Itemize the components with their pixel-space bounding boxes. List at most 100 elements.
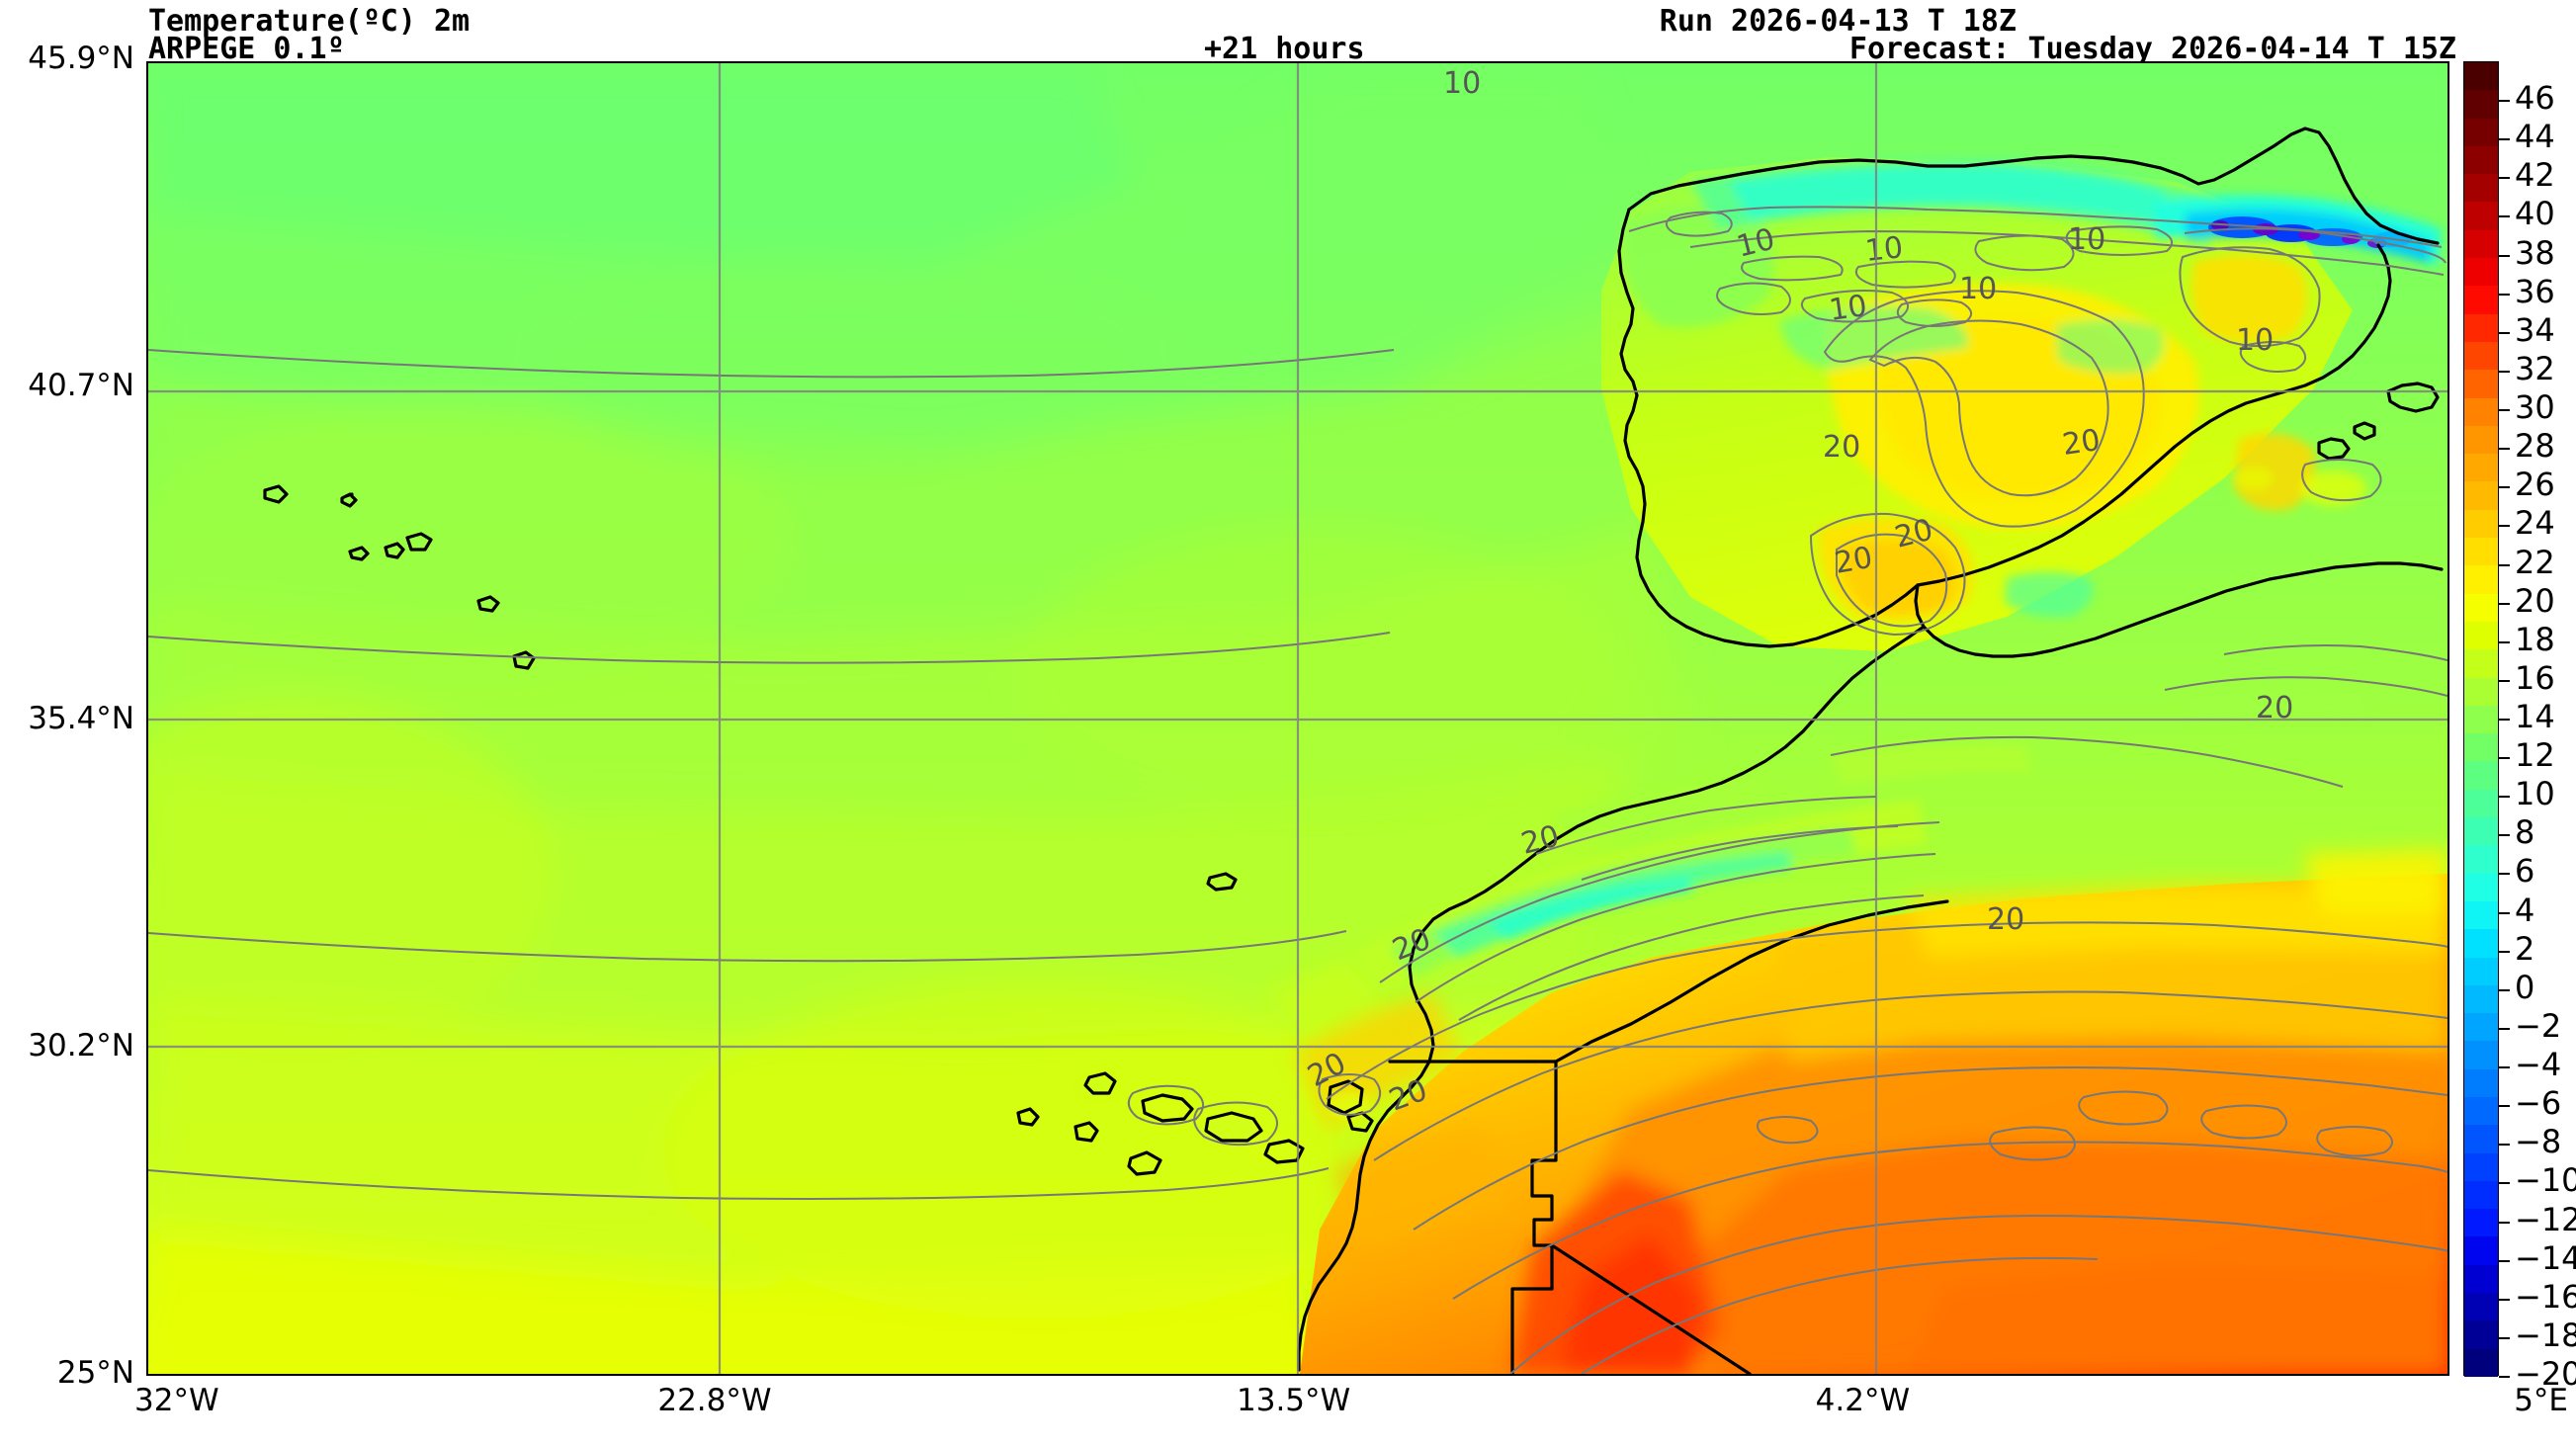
colorbar-tick-label: 36 <box>2515 272 2555 310</box>
colorbar-tick-label: −10 <box>2515 1161 2576 1200</box>
colorbar-tick-label: 8 <box>2515 813 2535 852</box>
colorbar-segment <box>2464 1236 2498 1265</box>
map-title: Temperature(ºC) 2m <box>148 4 471 39</box>
colorbar-tick-label: −12 <box>2515 1200 2576 1238</box>
colorbar-tick <box>2499 293 2510 296</box>
colorbar-tick-label: 46 <box>2515 79 2555 118</box>
x-axis-tick-label: 4.2°W <box>1815 1383 1911 1418</box>
colorbar-tick <box>2499 1182 2510 1185</box>
contour-label: 10 <box>1863 230 1905 269</box>
contour-label: 10 <box>1959 272 1997 306</box>
y-axis-tick-label: 30.2°N <box>28 1028 134 1064</box>
x-axis-tick-label: 13.5°W <box>1237 1383 1351 1418</box>
isotherm-contours <box>148 206 2447 1374</box>
colorbar-tick-label: 28 <box>2515 427 2555 466</box>
colorbar-tick <box>2499 1336 2510 1339</box>
colorbar-segment <box>2464 1068 2498 1097</box>
colorbar-tick <box>2499 138 2510 141</box>
colorbar-tick <box>2499 1298 2510 1301</box>
colorbar-tick-label: −16 <box>2515 1277 2576 1316</box>
colorbar-segment <box>2464 258 2498 287</box>
colorbar-tick-label: 38 <box>2515 233 2555 272</box>
colorbar-segment <box>2464 229 2498 259</box>
colorbar-tick <box>2499 254 2510 257</box>
colorbar-tick <box>2499 640 2510 643</box>
colorbar-segment <box>2464 174 2498 203</box>
colorbar-tick-label: 32 <box>2515 349 2555 387</box>
colorbar-tick <box>2499 988 2510 991</box>
colorbar-segment <box>2464 341 2498 371</box>
colorbar-tick <box>2499 1221 2510 1224</box>
colorbar-tick-label: 40 <box>2515 195 2555 233</box>
colorbar-segment <box>2464 286 2498 314</box>
colorbar-segment <box>2464 984 2498 1014</box>
colorbar-tick <box>2499 177 2510 180</box>
colorbar-segment <box>2464 1096 2498 1126</box>
colorbar-segment <box>2464 1293 2498 1321</box>
colorbar-segment <box>2464 1180 2498 1210</box>
colorbar-tick-label: 16 <box>2515 658 2555 697</box>
colorbar-tick-label: 6 <box>2515 852 2535 891</box>
colorbar[interactable]: 46 44 42 40 38 36 34 32 30 28 26 24 22 20 18 16 14 12 10 8 6… <box>2463 61 2576 1390</box>
y-axis-tick-label: 40.7°N <box>28 367 134 403</box>
temperature-map-canvas[interactable]: 10 10 10 10 10 10 20 20 20 20 20 20 20 2… <box>146 61 2449 1376</box>
contour-label: 20 <box>1823 430 1860 465</box>
colorbar-tick-label: 0 <box>2515 968 2535 1006</box>
x-axis-tick-label: 32°W <box>134 1383 219 1418</box>
colorbar-segment <box>2464 677 2498 706</box>
colorbar-tick <box>2499 486 2510 489</box>
coastlines <box>263 127 2444 1374</box>
colorbar-tick-label: 34 <box>2515 310 2555 349</box>
colorbar-tick <box>2499 1027 2510 1030</box>
colorbar-segment <box>2464 202 2498 230</box>
model-label: ARPEGE 0.1º <box>148 32 345 66</box>
colorbar-segment <box>2464 761 2498 790</box>
forecast-hours: +21 hours <box>1204 32 1365 66</box>
colorbar-segment <box>2464 62 2498 91</box>
x-axis-tick-label: 5°E <box>2514 1383 2568 1418</box>
colorbar-tick <box>2499 1105 2510 1108</box>
colorbar-tick-label: 24 <box>2515 504 2555 543</box>
colorbar-segment <box>2464 481 2498 510</box>
colorbar-segment <box>2464 845 2498 874</box>
colorbar-segment <box>2464 370 2498 398</box>
colorbar-tick <box>2499 679 2510 682</box>
colorbar-segment <box>2464 565 2498 594</box>
colorbar-tick-label: 10 <box>2515 775 2555 813</box>
colorbar-tick <box>2499 796 2510 799</box>
colorbar-tick-label: 44 <box>2515 118 2555 156</box>
contour-label: 10 <box>1827 289 1869 328</box>
y-axis-tick-label: 45.9°N <box>28 41 134 76</box>
colorbar-tick-label: 18 <box>2515 620 2555 658</box>
colorbar-segment <box>2464 454 2498 482</box>
colorbar-tick <box>2499 950 2510 953</box>
colorbar-tick-label: −20 <box>2515 1355 2576 1393</box>
colorbar-segment <box>2464 621 2498 650</box>
colorbar-tick <box>2499 563 2510 566</box>
contour-label: 10 <box>2236 323 2274 358</box>
colorbar-tick <box>2499 1376 2510 1378</box>
contour-label: 10 <box>1443 66 1481 101</box>
run-timestamp: Run 2026-04-13 T 18Z <box>1659 4 2017 39</box>
colorbar-segment <box>2464 929 2498 958</box>
colorbar-tick <box>2499 370 2510 373</box>
colorbar-segment <box>2464 397 2498 426</box>
colorbar-tick-label: 22 <box>2515 543 2555 581</box>
colorbar-tick <box>2499 602 2510 605</box>
colorbar-tick <box>2499 331 2510 334</box>
contour-label: 10 <box>2068 222 2105 257</box>
colorbar-segment <box>2464 425 2498 455</box>
colorbar-tick-label: −2 <box>2515 1006 2562 1045</box>
colorbar-segment <box>2464 538 2498 566</box>
map-svg: 10 10 10 10 10 10 20 20 20 20 20 20 20 2… <box>148 63 2447 1374</box>
contour-label: 20 <box>1832 541 1875 581</box>
graticule <box>148 63 2447 1374</box>
colorbar-tick-label: 4 <box>2515 891 2535 929</box>
colorbar-tick-label: −6 <box>2515 1084 2562 1123</box>
colorbar-tick <box>2499 1144 2510 1147</box>
colorbar-tick-label: 12 <box>2515 736 2555 775</box>
colorbar-tick <box>2499 215 2510 218</box>
y-axis-tick-label: 35.4°N <box>28 701 134 737</box>
colorbar-segment <box>2464 118 2498 146</box>
colorbar-tick <box>2499 1259 2510 1262</box>
